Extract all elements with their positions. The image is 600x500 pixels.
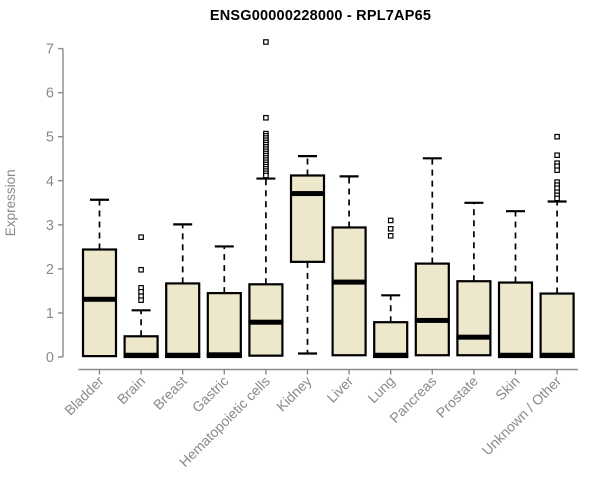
outlier-point: [138, 297, 144, 303]
box-prostate: [456, 201, 492, 357]
median-line: [414, 317, 450, 323]
y-axis-title: Expression: [3, 169, 18, 236]
y-tick-label: 1: [46, 306, 54, 322]
iqr-box: [456, 280, 492, 357]
median-line: [331, 279, 367, 285]
median-line: [498, 352, 533, 358]
iqr-box: [373, 321, 409, 359]
iqr-box: [165, 282, 201, 359]
median-line: [373, 352, 409, 358]
outlier-point: [554, 133, 560, 140]
outlier-point: [554, 152, 560, 159]
iqr-box: [331, 226, 367, 357]
median-line: [82, 296, 117, 302]
x-category-label: Breast: [150, 373, 190, 413]
median-line: [165, 352, 201, 358]
y-tick-label: 6: [46, 86, 54, 102]
median-line: [539, 352, 575, 358]
box-breast: [165, 223, 201, 359]
median-line: [290, 191, 325, 197]
box-lung: [373, 217, 409, 359]
median-line: [206, 352, 242, 358]
x-category-label: Prostate: [433, 373, 481, 421]
box-kidney: [289, 154, 326, 355]
x-category-label: Lung: [364, 373, 397, 406]
outlier-point: [138, 234, 144, 240]
x-category-label: Kidney: [273, 373, 315, 415]
iqr-box: [289, 174, 326, 263]
iqr-box: [81, 248, 118, 358]
median-line: [456, 334, 492, 340]
box-gastric: [206, 245, 242, 359]
outlier-point: [138, 266, 144, 273]
outlier-point: [387, 233, 394, 239]
outlier-point: [387, 225, 394, 232]
box-pancreas: [414, 157, 450, 357]
box-liver: [331, 175, 367, 357]
x-category-label: Skin: [492, 373, 523, 404]
median-line: [123, 352, 159, 358]
iqr-box: [414, 262, 450, 357]
y-tick-label: 7: [46, 42, 54, 58]
box-hematopoietic-cells: [248, 39, 284, 357]
outlier-point: [263, 172, 269, 179]
chart-title: ENSG00000228000 - RPL7AP65: [209, 8, 432, 24]
iqr-box: [539, 292, 575, 359]
outlier-point: [263, 114, 269, 121]
y-tick-label: 3: [46, 218, 54, 234]
y-tick-label: 5: [46, 130, 54, 146]
outlier-point: [263, 39, 269, 45]
y-tick-label: 2: [46, 262, 54, 278]
y-axis: 0 1 2 3 4 5 6 7: [46, 42, 64, 366]
y-tick-label: 0: [46, 350, 54, 366]
outlier-point: [554, 195, 560, 202]
outlier-point: [138, 288, 144, 295]
iqr-box: [497, 281, 534, 359]
median-line: [248, 319, 284, 325]
x-category-label: Brain: [114, 373, 148, 407]
outlier-point: [387, 217, 394, 224]
x-category-label: Unknown / Other: [479, 373, 565, 459]
outlier-point: [554, 167, 560, 173]
iqr-box: [206, 292, 242, 359]
box-bladder: [81, 198, 118, 358]
box-skin: [497, 210, 534, 359]
x-category-label: Bladder: [61, 373, 107, 419]
x-category-label: Liver: [323, 373, 356, 406]
y-tick-label: 4: [46, 174, 54, 190]
box-unknown-other: [539, 133, 575, 359]
box-brain: [123, 234, 159, 359]
